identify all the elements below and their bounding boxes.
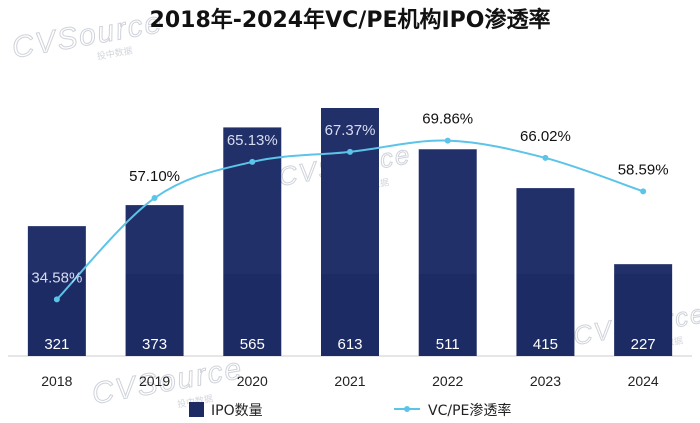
line-value-label-2020: 65.13% — [227, 132, 278, 149]
line-point-2022 — [444, 137, 451, 144]
bar-value-label-2021: 613 — [337, 336, 362, 353]
bar-2023 — [516, 188, 575, 274]
bar-base-2024 — [614, 274, 673, 356]
bar-value-label-2019: 373 — [142, 336, 167, 353]
line-point-2024 — [640, 188, 647, 195]
line-point-2023 — [542, 154, 549, 161]
watermark-brand: CVSource — [9, 6, 165, 65]
x-tick-label-2021: 2021 — [334, 373, 365, 389]
legend-line-marker — [404, 406, 410, 412]
x-tick-label-2019: 2019 — [139, 373, 170, 389]
x-tick-label-2020: 2020 — [237, 373, 268, 389]
line-point-2018 — [53, 296, 60, 303]
bar-series — [27, 108, 673, 356]
legend-bar-label: IPO数量 — [211, 403, 263, 419]
line-value-label-2019: 57.10% — [129, 168, 180, 185]
line-value-label-2018: 34.58% — [31, 269, 82, 286]
x-axis-ticks: 2018 2019 2020 2021 2022 2023 2024 — [41, 373, 659, 389]
x-tick-label-2022: 2022 — [432, 373, 463, 389]
bar-base-2019 — [125, 274, 184, 356]
data-labels: 321 34.58% 373 57.10% 565 65.13% 613 67.37% 511 6… — [31, 111, 668, 353]
x-tick-label-2023: 2023 — [530, 373, 561, 389]
line-value-label-2023: 66.02% — [520, 128, 571, 145]
line-point-2019 — [151, 195, 158, 202]
chart-title: 2018年-2024年VC/PE机构IPO渗透率 — [150, 7, 551, 33]
x-tick-label-2024: 2024 — [628, 373, 659, 389]
bar-base-2022 — [418, 274, 477, 356]
bar-2024 — [614, 264, 673, 274]
line-value-label-2021: 67.37% — [325, 122, 376, 139]
bar-value-label-2018: 321 — [44, 336, 69, 353]
bar-2021 — [321, 108, 379, 274]
line-point-2020 — [249, 158, 256, 165]
bar-2018 — [27, 226, 86, 274]
bar-2019 — [125, 205, 184, 274]
bar-value-label-2020: 565 — [240, 336, 265, 353]
line-series — [53, 137, 647, 303]
line-point-2021 — [347, 148, 353, 155]
x-tick-label-2018: 2018 — [41, 373, 72, 389]
bar-2020 — [223, 127, 282, 274]
bar-base-2021 — [321, 274, 379, 356]
bar-2022 — [418, 149, 477, 274]
bar-base-2018 — [27, 274, 86, 356]
legend: IPO数量 VC/PE渗透率 — [189, 402, 511, 419]
bar-value-label-2023: 415 — [533, 336, 558, 353]
legend-bar-swatch — [189, 402, 204, 417]
line-value-label-2024: 58.59% — [618, 161, 669, 178]
bar-value-label-2022: 511 — [436, 336, 460, 353]
legend-line-label: VC/PE渗透率 — [428, 402, 511, 419]
bar-value-label-2024: 227 — [631, 336, 656, 353]
line-value-label-2022: 69.86% — [422, 111, 473, 128]
bar-base-2020 — [223, 274, 282, 356]
bar-base-2023 — [516, 274, 575, 356]
